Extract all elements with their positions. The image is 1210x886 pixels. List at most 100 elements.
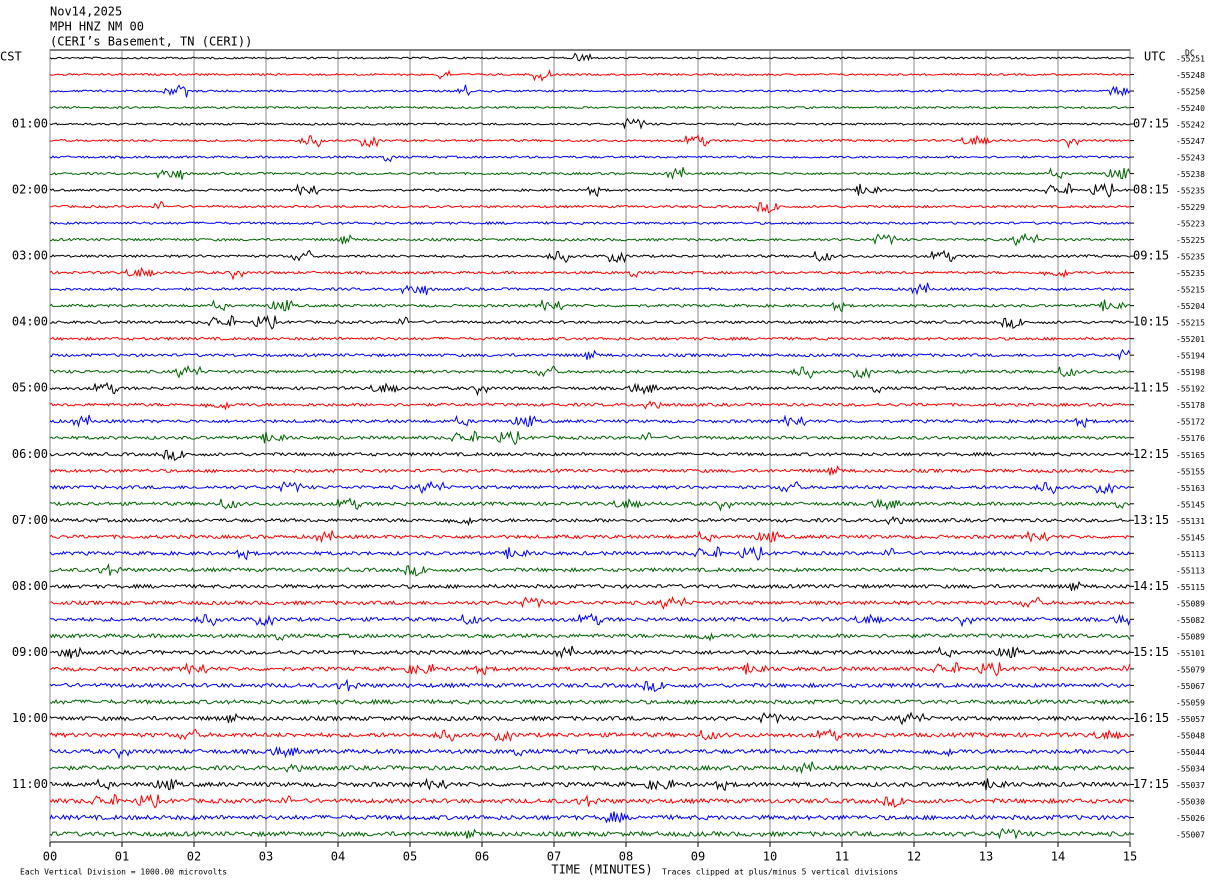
cst-label: 05:00 [12,381,48,395]
trace [49,400,1131,411]
trace [49,827,1131,840]
dc-label: -55048 [1176,731,1205,740]
dc-label: -55101 [1176,649,1205,658]
trace [49,811,1131,824]
trace [49,52,1131,62]
dc-label: -55145 [1176,500,1205,509]
trace [49,529,1131,544]
x-tick-label: 11 [835,850,849,864]
dc-label: -55204 [1176,302,1205,311]
cst-label: 02:00 [12,183,48,197]
trace [49,661,1131,677]
dc-label: -55007 [1176,831,1205,840]
trace [49,632,1131,642]
trace [49,430,1131,446]
dc-label: -55235 [1176,253,1205,262]
trace [49,777,1131,792]
x-tick-label: 09 [691,850,705,864]
dc-label: -55235 [1176,187,1205,196]
trace [49,761,1131,775]
dc-label: -55057 [1176,715,1205,724]
trace [49,480,1131,495]
dc-label: -55044 [1176,748,1205,757]
trace [49,134,1131,149]
x-tick-label: 01 [115,850,129,864]
trace [49,364,1131,379]
x-tick-label: 08 [619,850,633,864]
trace [49,232,1131,247]
utc-label: 12:15 [1133,447,1169,461]
dc-label: -55115 [1176,583,1205,592]
utc-label: 15:15 [1133,645,1169,659]
dc-label: -55192 [1176,385,1205,394]
footer-right: Traces clipped at plus/minus 5 vertical … [662,868,898,877]
dc-label: -55113 [1176,566,1205,575]
right-header: UTC [1144,50,1166,64]
x-tick-label: 10 [763,850,777,864]
dc-label: -55037 [1176,781,1205,790]
dc-label: -55079 [1176,665,1205,674]
dc-label: -55082 [1176,616,1205,625]
dc-label: -55059 [1176,698,1205,707]
utc-label: 08:15 [1133,183,1169,197]
trace [49,167,1131,181]
utc-label: 17:15 [1133,777,1169,791]
trace [49,612,1131,628]
trace [49,580,1131,592]
dc-label: -55176 [1176,434,1205,443]
cst-label: 08:00 [12,579,48,593]
plot-frame [49,49,1131,843]
x-tick-label: 05 [403,850,417,864]
footer-left: Each Vertical Division = 1000.00 microvo… [20,868,227,877]
trace [49,182,1130,198]
trace [49,155,1131,163]
trace [49,105,1131,110]
dc-label: -55251 [1176,55,1205,64]
dc-label: -55194 [1176,352,1205,361]
trace [49,711,1131,726]
x-tick-label: 15 [1123,850,1137,864]
utc-label: 14:15 [1133,579,1169,593]
utc-label: 16:15 [1133,711,1169,725]
dc-label: -55026 [1176,814,1205,823]
cst-label: 01:00 [12,117,48,131]
dc-header: DC [1185,49,1195,58]
dc-label: -55172 [1176,418,1205,427]
dc-label: -55223 [1176,220,1205,229]
utc-label: 10:15 [1133,315,1169,329]
trace [49,545,1131,561]
utc-label: 11:15 [1133,381,1169,395]
title-line: MPH HNZ NM 00 [50,20,144,34]
dc-label: -55067 [1176,682,1205,691]
dc-label: -55198 [1176,368,1205,377]
dc-label: -55250 [1176,88,1205,97]
trace [49,348,1131,361]
left-header: CST [0,50,22,64]
cst-label: 04:00 [12,315,48,329]
trace [49,678,1131,693]
trace [49,414,1131,429]
dc-label: -55155 [1176,467,1205,476]
x-tick-label: 14 [1051,850,1065,864]
cst-label: 11:00 [12,777,48,791]
dc-label: -55243 [1176,154,1205,163]
cst-label: 09:00 [12,645,48,659]
trace [49,381,1131,397]
trace [49,336,1131,342]
x-tick-label: 07 [547,850,561,864]
trace [49,84,1131,98]
dc-label: -55131 [1176,517,1205,526]
trace [49,449,1131,461]
trace [49,745,1131,760]
title-line: (CERI’s Basement, TN (CERI)) [50,35,252,49]
dc-label: -55247 [1176,137,1205,146]
trace [49,298,1131,313]
dc-label: -55235 [1176,269,1205,278]
dc-label: -55145 [1176,533,1205,542]
dc-label: -55089 [1176,599,1205,608]
trace [49,563,1131,577]
title-line: Nov14,2025 [50,5,122,19]
trace [49,117,1131,130]
dc-label: -55178 [1176,401,1205,410]
